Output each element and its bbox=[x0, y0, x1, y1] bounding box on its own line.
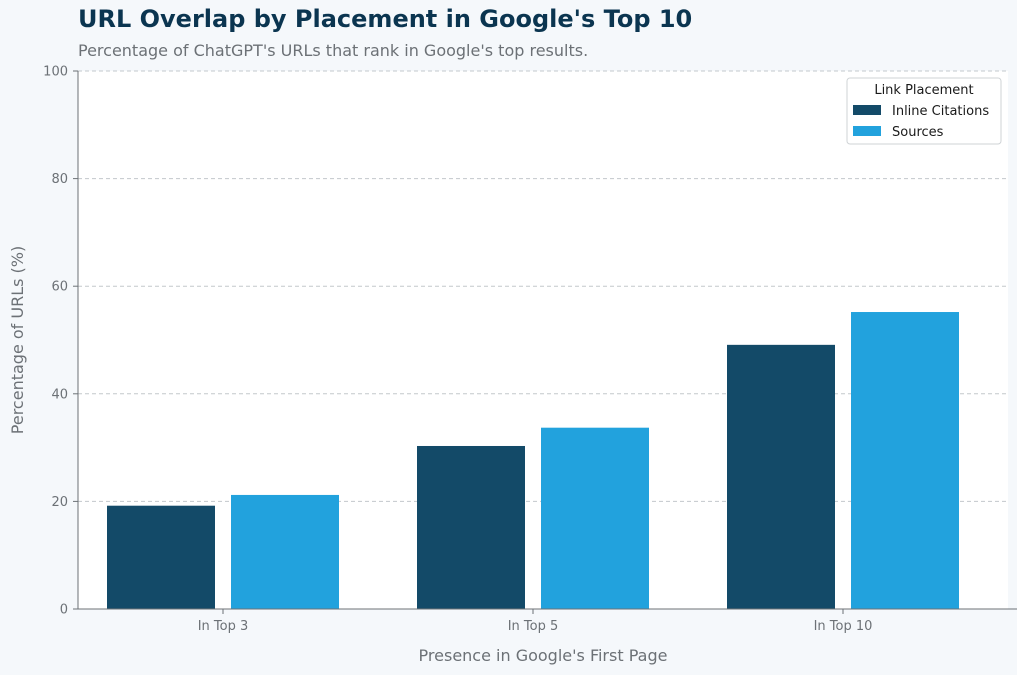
x-axis-label: Presence in Google's First Page bbox=[419, 646, 668, 665]
x-tick-label: In Top 5 bbox=[508, 619, 559, 634]
bar-inline-citations bbox=[107, 505, 215, 609]
bar-sources bbox=[541, 427, 649, 609]
legend-title: Link Placement bbox=[874, 83, 973, 98]
x-tick-label: In Top 3 bbox=[198, 619, 249, 634]
bar-inline-citations bbox=[417, 445, 525, 609]
legend-box bbox=[846, 77, 1002, 145]
legend-swatch bbox=[853, 105, 881, 115]
legend-swatch bbox=[853, 126, 881, 136]
chart-subtitle: Percentage of ChatGPT's URLs that rank i… bbox=[78, 41, 589, 60]
y-tick-label: 40 bbox=[51, 387, 68, 402]
y-tick-label: 60 bbox=[51, 280, 68, 295]
x-tick-label: In Top 10 bbox=[814, 619, 873, 634]
legend-label: Sources bbox=[892, 125, 944, 140]
bar-sources bbox=[231, 494, 339, 609]
bar-inline-citations bbox=[727, 344, 835, 609]
y-tick-label: 0 bbox=[60, 603, 68, 618]
y-tick-label: 20 bbox=[51, 495, 68, 510]
y-axis-label: Percentage of URLs (%) bbox=[8, 246, 27, 434]
legend-label: Inline Citations bbox=[892, 104, 989, 119]
chart-title: URL Overlap by Placement in Google's Top… bbox=[78, 5, 693, 33]
bar-sources bbox=[851, 312, 959, 609]
y-tick-label: 80 bbox=[51, 172, 68, 187]
y-tick-label: 100 bbox=[43, 65, 68, 80]
